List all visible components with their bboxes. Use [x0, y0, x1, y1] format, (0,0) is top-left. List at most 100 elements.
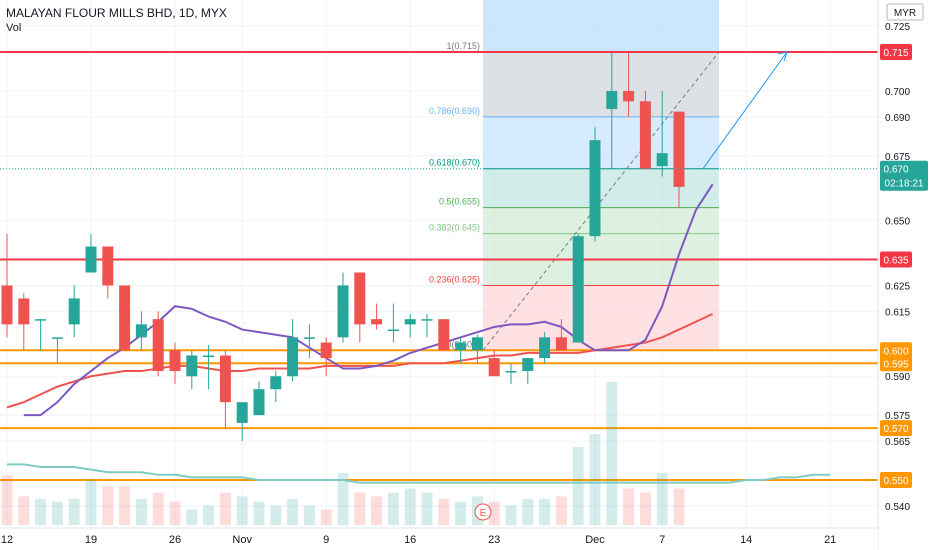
- candle-body[interactable]: [656, 153, 668, 167]
- candle-body[interactable]: [505, 371, 517, 373]
- volume-bar: [488, 501, 500, 525]
- level-price-badge: [880, 251, 912, 268]
- level-price-badge: [880, 355, 912, 372]
- volume-bar: [572, 447, 584, 525]
- volume-bar: [606, 382, 618, 525]
- time-axis[interactable]: [0, 528, 878, 550]
- volume-bar: [236, 496, 248, 525]
- volume-bar: [387, 492, 399, 525]
- y-tick-label: 0.690: [885, 113, 910, 124]
- volume-bar: [219, 492, 231, 525]
- candle-body[interactable]: [455, 342, 467, 351]
- volume-bar: [320, 509, 332, 525]
- volume-bar: [555, 496, 567, 525]
- candle-body[interactable]: [236, 402, 248, 423]
- fib-zone-236: [483, 285, 719, 351]
- candle-body[interactable]: [404, 319, 416, 325]
- level-price-badge: [880, 44, 912, 60]
- level-price-badge-label: 0.635: [883, 256, 908, 267]
- candle-body[interactable]: [169, 350, 181, 372]
- volume-bar: [522, 499, 534, 525]
- candle-body[interactable]: [68, 298, 80, 325]
- level-price-badge: [880, 342, 912, 359]
- candle-body[interactable]: [18, 298, 30, 325]
- candle-body[interactable]: [270, 376, 282, 390]
- candle-body[interactable]: [1, 285, 13, 325]
- candle-body[interactable]: [203, 355, 215, 357]
- candle-body[interactable]: [572, 236, 584, 343]
- x-tick-label: 19: [85, 534, 97, 546]
- candle-body[interactable]: [186, 355, 198, 377]
- candle-body[interactable]: [354, 272, 366, 325]
- candle-body[interactable]: [471, 337, 483, 351]
- level-price-badge-label: 0.550: [883, 476, 908, 487]
- candle-body[interactable]: [219, 355, 231, 403]
- y-tick-label: 0.625: [885, 281, 910, 292]
- candle-body[interactable]: [639, 101, 651, 169]
- candle-body[interactable]: [371, 319, 383, 325]
- candle-body[interactable]: [421, 319, 433, 321]
- fib-level-label: 0.618(0.670): [429, 158, 480, 168]
- x-tick-label: Nov: [232, 534, 252, 546]
- candle-body[interactable]: [488, 358, 500, 377]
- volume-bar: [85, 479, 97, 525]
- x-tick-label: 23: [488, 534, 500, 546]
- level-price-badge-label: 0.600: [883, 346, 908, 357]
- candle-body[interactable]: [51, 337, 63, 339]
- volume-bar: [135, 499, 147, 525]
- candle-body[interactable]: [522, 358, 534, 372]
- volume-bar: [371, 496, 383, 525]
- candle-body[interactable]: [287, 337, 299, 377]
- fib-zone-786: [483, 52, 719, 117]
- candle-body[interactable]: [589, 140, 601, 237]
- volume-bar: [68, 499, 80, 525]
- volume-bar: [639, 492, 651, 525]
- currency-label: MYR: [894, 8, 916, 19]
- currency-box[interactable]: [886, 3, 924, 21]
- y-tick-label: 0.675: [885, 152, 910, 163]
- candle-body[interactable]: [35, 319, 47, 321]
- volume-bar: [455, 501, 467, 525]
- y-tick-label: 0.565: [885, 437, 910, 448]
- volume-bar: [119, 486, 131, 525]
- volume-bar: [539, 499, 551, 525]
- candle-body[interactable]: [152, 319, 164, 372]
- y-tick-label: 0.650: [885, 217, 910, 228]
- volume-bar: [673, 488, 685, 525]
- fib-level-label: 0.382(0.645): [429, 223, 480, 233]
- candle-body[interactable]: [623, 90, 635, 102]
- volume-bar: [337, 473, 349, 525]
- candle-body[interactable]: [337, 285, 349, 338]
- volume-bar: [287, 499, 299, 525]
- volume-bar: [438, 499, 450, 525]
- volume-bar: [253, 501, 265, 525]
- candle-body[interactable]: [135, 324, 147, 338]
- candle-body[interactable]: [85, 246, 97, 273]
- earnings-badge[interactable]: [474, 503, 492, 521]
- volume-bar: [589, 434, 601, 525]
- volume-bar: [35, 499, 47, 525]
- candle-body[interactable]: [555, 337, 567, 351]
- candle-body[interactable]: [539, 337, 551, 359]
- candle-body[interactable]: [606, 90, 618, 110]
- chart-title: MALAYAN FLOUR MILLS BHD, 1D, MYX: [6, 6, 227, 20]
- volume-bar: [623, 488, 635, 525]
- x-tick-label: 16: [404, 534, 416, 546]
- candle-body[interactable]: [102, 246, 114, 286]
- candle-body[interactable]: [320, 342, 332, 359]
- level-price-badge-label: 0.570: [883, 424, 908, 435]
- candle-body[interactable]: [303, 337, 315, 339]
- volume-bar: [270, 505, 282, 525]
- candle-body[interactable]: [438, 319, 450, 351]
- fib-level-label: 0.786(0.690): [429, 106, 480, 116]
- volume-bar: [421, 492, 433, 525]
- candle-body[interactable]: [387, 329, 399, 332]
- fib-trend-line: [482, 51, 720, 351]
- candle-body[interactable]: [253, 389, 265, 416]
- candle-body[interactable]: [119, 285, 131, 351]
- price-axis[interactable]: [878, 0, 932, 550]
- candle-body[interactable]: [673, 111, 685, 187]
- current-price-badge-label: 0.670: [883, 165, 908, 176]
